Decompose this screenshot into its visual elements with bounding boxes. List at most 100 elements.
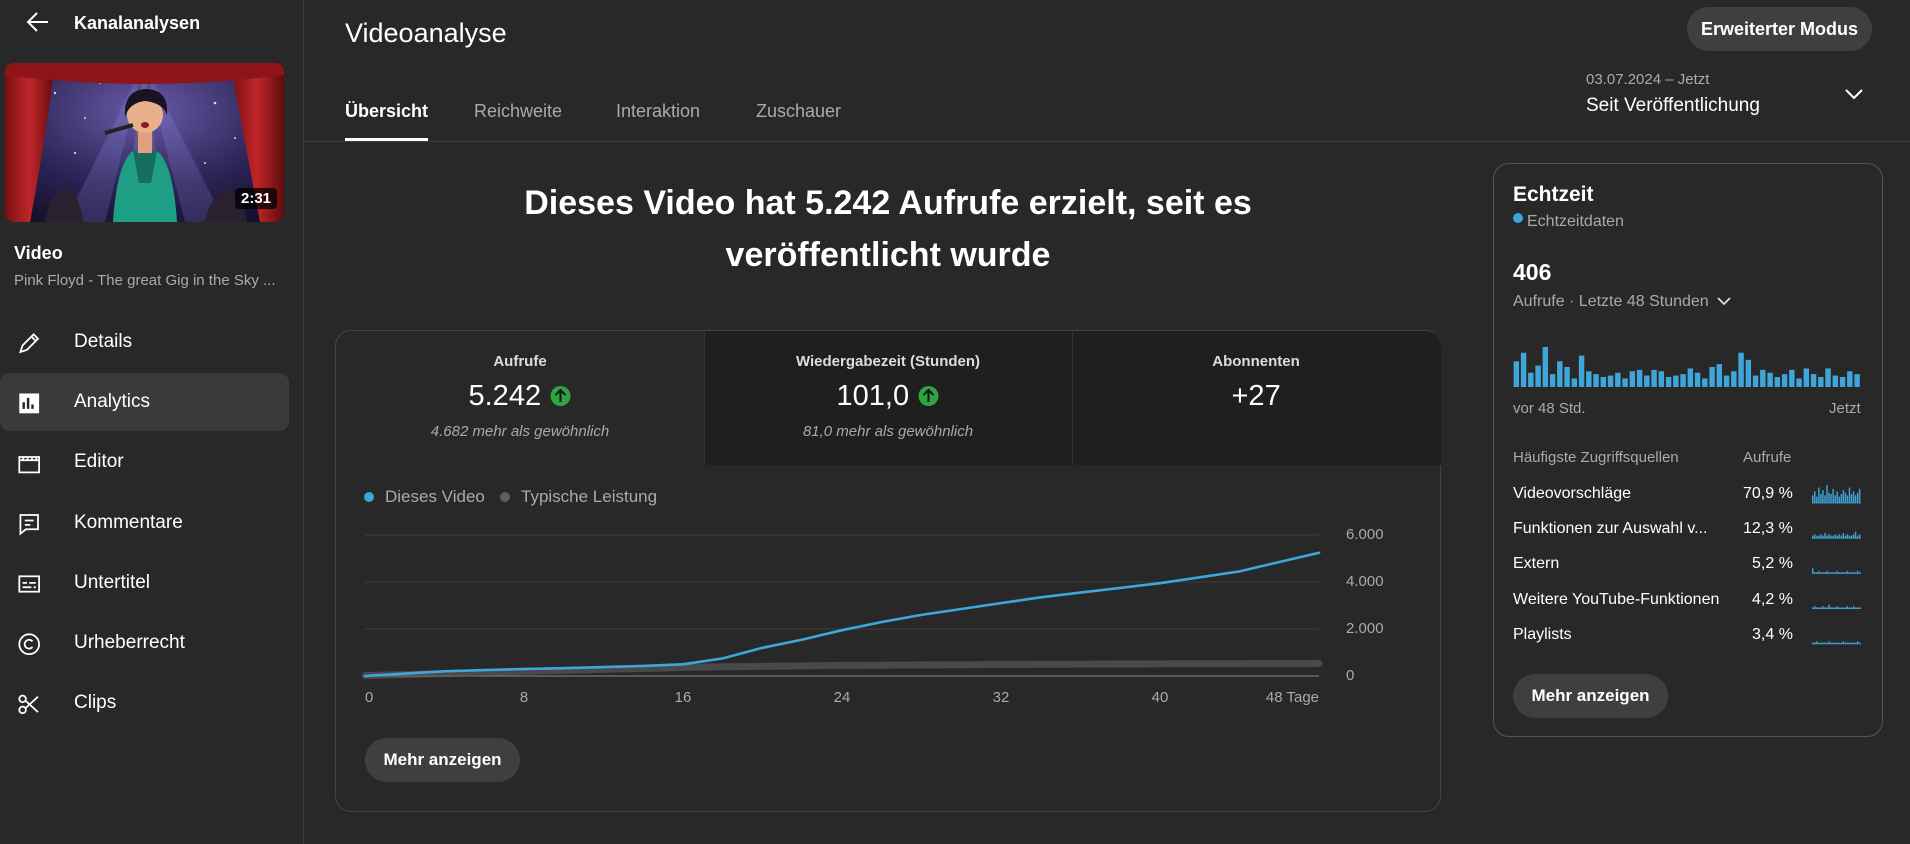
nav-icon [18,705,27,715]
nav-item[interactable]: Kommentare [74,511,183,533]
realtime-card [1493,163,1883,737]
sparkline-bar [1830,572,1832,574]
nav-icon [19,514,39,536]
advanced-mode-button[interactable]: Erweiterter Modus [1687,7,1872,51]
realtime-bar [1644,375,1650,387]
realtime-bar [1586,371,1592,387]
nav-icon [19,456,40,462]
nav-item[interactable]: Editor [74,451,124,473]
sparkline-bar [1846,642,1849,644]
sparkline-bar [1844,642,1847,644]
headline: veröffentlicht wurde [725,236,1051,274]
date-range[interactable]: 03.07.2024 – Jetzt [1586,71,1710,88]
realtime-bar [1832,375,1839,387]
date-dropdown-chevron[interactable] [1845,89,1863,100]
nav-icon [19,393,40,414]
sparkline-bar [1850,494,1853,503]
sparkline-bar [1858,607,1861,609]
sparkline-bar [1858,572,1861,574]
sparkline-bar [1816,496,1818,503]
tab[interactable]: Übersicht [345,101,429,121]
chart-more-button[interactable]: Mehr anzeigen [365,738,520,782]
realtime-bar [1731,371,1737,387]
sparkline-bar [1818,535,1820,539]
y-tick-label: 0 [1346,667,1354,684]
sources-header: Häufigste Zugriffsquellen [1513,449,1679,466]
nav-icon [24,696,39,713]
sparkline-bar [1836,570,1838,574]
tab[interactable]: Reichweite [474,101,563,121]
legend-label[interactable]: Typische Leistung [521,487,658,506]
typical-band [361,659,1323,679]
source-name: Weitere YouTube-Funktionen [1513,590,1720,608]
nav-item[interactable]: Analytics [74,391,151,413]
sparkline-bar [1850,572,1853,574]
nav-item[interactable]: Details [74,331,133,352]
sparkline-bar [1832,572,1834,574]
sparkline-bar [1822,642,1824,644]
nav-item[interactable]: Urheberrecht [74,632,185,653]
sparkline-bar [1814,642,1816,644]
sparkline-bar [1842,641,1845,644]
sparkline-bar [1828,534,1830,539]
sparkline-bar [1852,491,1855,503]
realtime-axis-label: Jetzt [1829,400,1861,417]
realtime-bar [1760,369,1766,387]
nav-item[interactable]: Clips [74,692,117,714]
realtime-bar [1680,374,1686,387]
realtime-bar [1825,368,1831,387]
realtime-more-button[interactable]: Mehr anzeigen [1513,674,1668,718]
sparkline-bar [1830,642,1832,644]
nav-icon [19,514,39,536]
realtime-bar [1687,368,1694,387]
realtime-bar [1578,355,1585,387]
realtime-metric[interactable]: Aufrufe · Letzte 48 Stunden [1513,293,1709,310]
sparkline-bar [1850,607,1853,609]
metric-note: 4.682 mehr als gewöhnlich [430,423,610,440]
tab[interactable]: Zuschauer [756,101,842,121]
sparkline-bar [1844,607,1847,609]
realtime-bar [1752,375,1759,387]
thumbnail-duration: 2:31 [235,188,278,209]
video-title: Pink Floyd - The great Gig in the Sky ..… [14,272,276,289]
sparkline-bar [1838,642,1840,644]
metric-value: 101,0 [836,380,910,412]
sparkline-bar [1836,642,1838,644]
sparkline-bar [1834,607,1836,609]
sparkline-bar [1836,535,1838,539]
video-thumbnail[interactable] [5,63,284,222]
realtime-bar [1651,369,1657,387]
realtime-bar [1789,369,1795,387]
legend-label[interactable]: Dieses Video [385,487,485,506]
sparkline-bar [1846,495,1849,503]
metric-label: Abonnenten [1212,353,1300,370]
sparkline-bar [1812,568,1814,574]
metric-label: Aufrufe [493,353,547,370]
realtime-bar [1636,369,1643,387]
sparkline-bar [1814,606,1816,609]
sparkline-bar [1820,534,1822,539]
date-period[interactable]: Seit Veröffentlichung [1586,95,1760,116]
nav-item[interactable]: Untertitel [74,571,151,593]
y-tick-label: 6.000 [1346,526,1384,543]
realtime-axis-label: vor 48 Std. [1513,400,1586,417]
realtime-bar [1528,372,1534,387]
realtime-bar [1571,378,1578,387]
sidebar-title: Kanalanalysen [74,13,201,33]
metric-value: +27 [1231,380,1281,412]
metric-dropdown-chevron[interactable] [1717,297,1731,306]
tab[interactable]: Interaktion [616,101,701,121]
realtime-subtitle: Echtzeitdaten [1527,213,1624,230]
nav-icon [23,638,34,650]
sparkline-bar [1850,535,1853,539]
sparkline-bar [1832,488,1834,503]
sources-header: Aufrufe [1743,449,1792,466]
sparkline-bar [1812,535,1814,539]
sparkline-bar [1852,534,1855,539]
sparkline-bar [1814,572,1816,574]
realtime-bar [1593,374,1599,387]
realtime-bar [1607,375,1614,387]
sparkline-bar [1838,572,1840,574]
sparkline-bar [1852,606,1855,609]
